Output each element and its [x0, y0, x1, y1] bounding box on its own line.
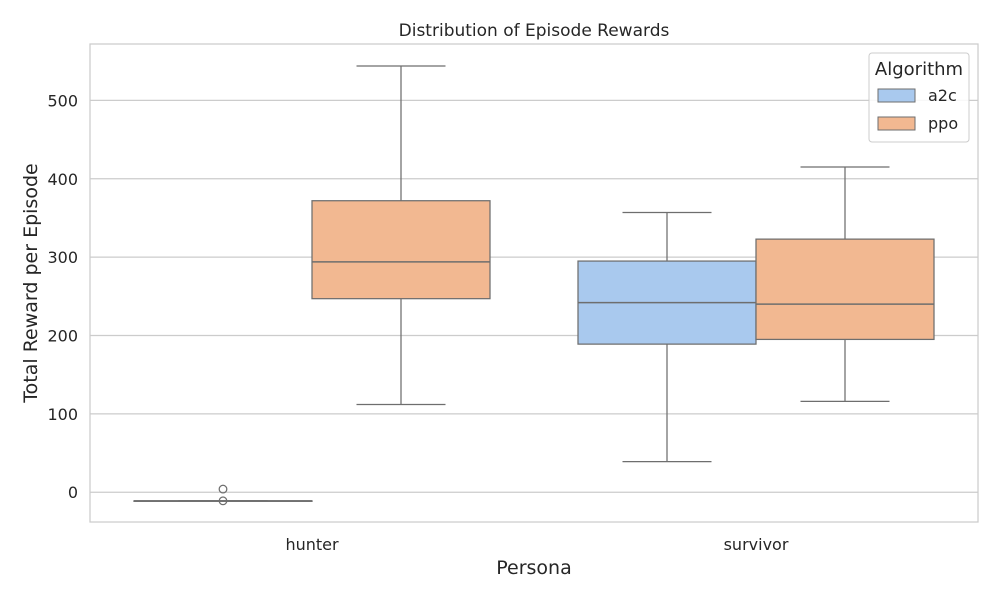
- y-axis-ticks: 0 100 200 300 400 500: [47, 91, 78, 502]
- grid-lines: [90, 99, 978, 493]
- legend: Algorithm a2c ppo: [868, 52, 970, 143]
- box-ppo-hunter: [311, 65, 491, 406]
- iqr-box: [755, 238, 935, 341]
- legend-label-a2c: a2c: [928, 86, 957, 105]
- x-tick-label-hunter: hunter: [285, 535, 339, 554]
- box-a2c-hunter: [133, 484, 313, 506]
- box-ppo-survivor: [755, 166, 935, 402]
- y-tick-label-0: 0: [68, 483, 78, 502]
- box-a2c-survivor: [577, 211, 757, 463]
- outlier-point-1: [218, 496, 228, 506]
- outlier-point-0: [218, 484, 228, 494]
- y-tick-label-400: 400: [47, 170, 78, 189]
- x-axis-ticks: hunter survivor: [285, 535, 788, 554]
- y-tick-label-300: 300: [47, 248, 78, 267]
- x-tick-label-survivor: survivor: [724, 535, 789, 554]
- legend-title: Algorithm: [875, 59, 963, 80]
- chart-title: Distribution of Episode Rewards: [399, 21, 670, 41]
- y-tick-label-500: 500: [47, 91, 78, 110]
- box-series: [133, 65, 935, 506]
- y-axis-label: Total Reward per Episode: [20, 163, 42, 403]
- iqr-box: [311, 200, 491, 300]
- y-tick-label-200: 200: [47, 327, 78, 346]
- y-tick-label-100: 100: [47, 405, 78, 424]
- legend-swatch-a2c: [877, 88, 916, 103]
- legend-label-ppo: ppo: [928, 114, 958, 133]
- x-axis-label: Persona: [496, 557, 572, 579]
- legend-swatch-ppo: [877, 116, 916, 131]
- plot-frame: [89, 43, 979, 523]
